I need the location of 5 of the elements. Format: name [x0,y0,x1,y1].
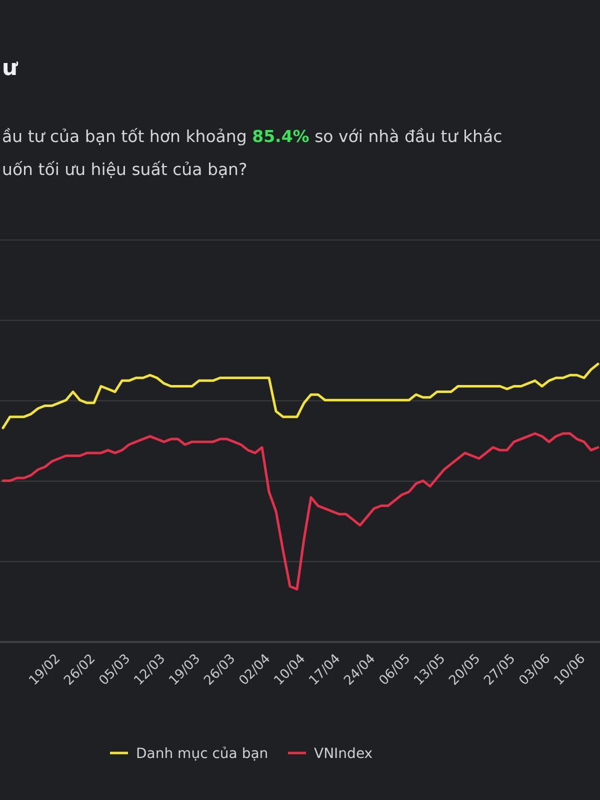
legend-label: VNIndex [314,746,373,762]
chart-title: ư [2,56,19,81]
legend-label: Danh mục của bạn [136,746,268,762]
text: uốn tối ưu hiệu suất của bạn? [2,160,248,179]
chart-subtitle: ầu tư của bạn tốt hơn khoảng 85.4% so với nhà đầu tư khác [2,127,502,146]
